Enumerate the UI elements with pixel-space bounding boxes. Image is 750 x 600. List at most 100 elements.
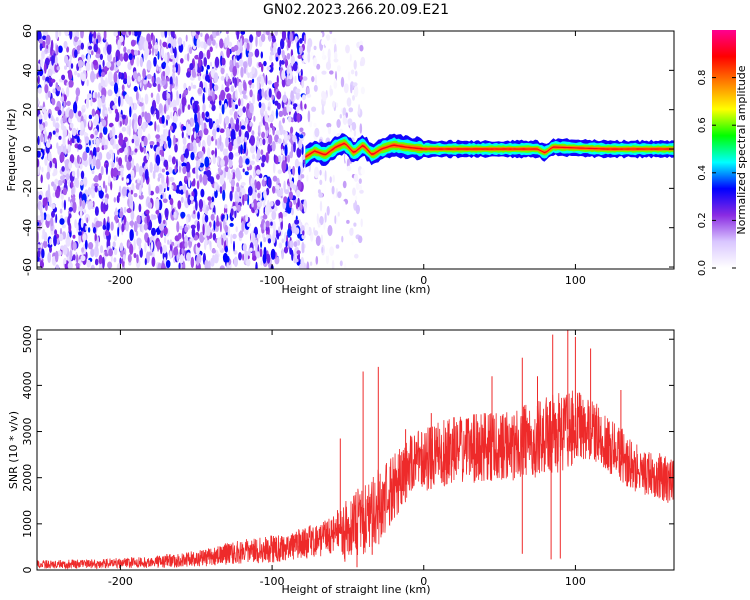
spectrogram-cell — [96, 72, 99, 80]
spectrogram-cell — [177, 232, 182, 240]
spectrogram-cell — [133, 220, 138, 233]
spectrogram-cell — [224, 204, 228, 209]
spectrogram-cell — [289, 201, 292, 206]
spectrogram-cell — [184, 235, 189, 244]
spectrogram-cell — [326, 205, 330, 216]
spectrogram-cell — [46, 141, 51, 148]
spectrogram-cell — [121, 126, 127, 132]
spectrogram-cell — [139, 35, 144, 46]
spectrogram-cell — [306, 42, 311, 54]
spectrogram-cell — [126, 178, 130, 184]
spectrogram-cell — [203, 41, 207, 50]
spectrogram-cell — [247, 55, 253, 67]
spectrogram-cell — [350, 35, 354, 45]
spectrogram-cell — [135, 162, 139, 172]
spectrogram-cell — [54, 106, 60, 111]
spectrogram-cell — [102, 59, 105, 68]
x-tick-label: -200 — [108, 274, 133, 287]
spectrogram-cell — [251, 82, 255, 89]
spectrogram-cell — [173, 211, 177, 219]
spectrogram-cell — [88, 32, 93, 44]
spectrogram-cell — [316, 213, 319, 225]
spectrogram-cell — [321, 123, 326, 133]
spectrogram-cell — [138, 203, 142, 213]
spectrogram-cell — [346, 219, 350, 224]
spectrogram-cell — [193, 210, 196, 215]
spectrogram-cell — [213, 72, 219, 83]
spectrogram-cell — [160, 156, 165, 162]
spectrogram-cell — [213, 84, 219, 91]
spectrogram-cell — [258, 121, 263, 127]
spectrogram-cell — [299, 134, 304, 139]
spectrogram-cell — [121, 186, 127, 197]
spectrogram-cell — [351, 241, 354, 246]
spectrogram-cell — [56, 66, 61, 71]
spectrogram-cell — [236, 31, 240, 40]
spectrogram-cell — [119, 211, 124, 219]
spectrogram-cell — [71, 187, 74, 196]
spectrogram-cell — [124, 147, 128, 156]
spectrogram-cell — [90, 70, 95, 83]
spectrogram-cell — [78, 191, 83, 201]
spectrogram-cell — [288, 171, 292, 184]
spectrogram-cell — [66, 100, 71, 107]
spectrogram-cell — [184, 148, 189, 159]
spectrogram-cell — [272, 125, 275, 136]
spectrogram-cell — [238, 129, 242, 138]
spectrogram-cell — [244, 171, 249, 176]
spectrogram-cell — [327, 225, 333, 237]
spectrogram-cell — [79, 130, 85, 136]
spectrogram-cell — [202, 174, 208, 186]
spectrogram-cell — [234, 122, 240, 132]
spectrogram-cell — [41, 248, 45, 259]
spectrogram-cell — [38, 194, 42, 200]
spectrogram-cell — [261, 131, 266, 139]
spectrogram-cell — [59, 218, 65, 225]
spectrogram-cell — [265, 74, 268, 86]
spectrogram-cell — [294, 219, 300, 225]
spectrogram-cell — [112, 167, 118, 178]
spectrogram-cell — [201, 121, 205, 132]
spectrogram-cell — [90, 264, 95, 269]
spectrogram-cell — [98, 82, 102, 92]
spectrogram-cell — [294, 75, 297, 84]
spectrogram-cell — [279, 217, 282, 223]
y-tick-label: 0 — [21, 567, 34, 574]
spectrogram-cell — [336, 119, 341, 128]
spectrogram-cell — [126, 49, 132, 54]
spectrogram-cell — [321, 183, 327, 194]
spectrogram-cell — [266, 96, 271, 101]
spectrogram-cell — [318, 192, 323, 198]
spectrogram-cell — [159, 184, 163, 192]
spectrogram-cell — [119, 95, 124, 107]
spectrogram-cell — [262, 214, 268, 220]
spectrogram-cell — [225, 136, 229, 148]
colorbar-ticks: 0.0 0.2 0.4 0.6 0.8 — [697, 70, 736, 276]
spectrogram-cell — [193, 100, 199, 105]
spectrogram-cell — [39, 42, 43, 51]
spectrogram-cell — [118, 137, 124, 146]
spectrogram-cell — [259, 138, 263, 147]
spectrogram-cell — [144, 169, 149, 181]
spectrogram-cell — [255, 261, 258, 269]
spectrogram-cell — [126, 75, 131, 86]
spectrogram-cell — [359, 123, 363, 134]
spectrogram-cell — [288, 98, 291, 106]
spectrogram-cell — [168, 167, 173, 174]
spectrogram-cell — [228, 159, 233, 168]
spectrogram-cell — [175, 75, 178, 87]
spectrogram-cell — [284, 131, 288, 144]
spectrogram-cell — [123, 46, 127, 53]
spectrogram-cell — [180, 211, 186, 219]
spectrogram-cell — [260, 223, 263, 228]
spectrogram-cell — [360, 167, 366, 175]
spectrogram-cell — [66, 46, 70, 53]
spectrogram-cell — [58, 31, 62, 37]
spectrogram-cell — [141, 97, 144, 103]
spectrogram-cell — [265, 220, 270, 228]
spectrogram-cell — [160, 194, 163, 199]
spectrogram-cell — [232, 171, 236, 180]
spectrogram-cell — [149, 141, 155, 146]
spectrogram-cell — [158, 212, 162, 225]
